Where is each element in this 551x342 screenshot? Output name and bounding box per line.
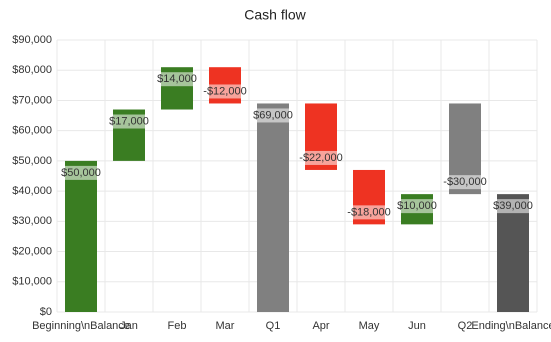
label-box bbox=[448, 175, 482, 190]
data-label: -$12,000 bbox=[203, 85, 246, 97]
x-tick-label: May bbox=[359, 320, 380, 332]
label-box bbox=[208, 84, 242, 99]
bar bbox=[497, 194, 529, 312]
label-box bbox=[64, 165, 98, 180]
y-tick-label: $20,000 bbox=[12, 245, 52, 257]
label-box bbox=[160, 72, 194, 87]
y-tick-label: $50,000 bbox=[12, 155, 52, 167]
x-tick-label: Jan bbox=[120, 320, 138, 332]
y-tick-label: $90,000 bbox=[12, 34, 52, 46]
y-tick-label: $80,000 bbox=[12, 64, 52, 76]
x-tick-label: Ending\nBalance bbox=[471, 320, 551, 332]
data-label: $39,000 bbox=[493, 200, 533, 212]
label-box bbox=[352, 205, 386, 220]
x-tick-label: Jun bbox=[408, 320, 426, 332]
label-box bbox=[304, 150, 338, 165]
y-tick-label: $70,000 bbox=[12, 94, 52, 106]
y-tick-label: $10,000 bbox=[12, 276, 52, 288]
y-tick-label: $30,000 bbox=[12, 215, 52, 227]
y-tick-label: $40,000 bbox=[12, 185, 52, 197]
label-box bbox=[112, 114, 146, 129]
label-box bbox=[400, 199, 434, 214]
x-tick-label: Feb bbox=[168, 320, 187, 332]
data-label: -$22,000 bbox=[299, 152, 342, 164]
y-tick-label: $60,000 bbox=[12, 125, 52, 137]
x-tick-label: Beginning\nBalance bbox=[32, 320, 130, 332]
x-tick-label: Q1 bbox=[266, 320, 281, 332]
y-tick-label: $0 bbox=[40, 306, 52, 318]
bar bbox=[257, 103, 289, 312]
label-box bbox=[256, 108, 290, 123]
data-label: -$18,000 bbox=[347, 206, 390, 218]
x-tick-label: Apr bbox=[312, 320, 329, 332]
data-label: $69,000 bbox=[253, 109, 293, 121]
label-box bbox=[496, 199, 530, 214]
data-label: $17,000 bbox=[109, 115, 149, 127]
data-label: $14,000 bbox=[157, 73, 197, 85]
x-tick-label: Q2 bbox=[458, 320, 473, 332]
bar bbox=[65, 160, 97, 312]
x-tick-label: Mar bbox=[216, 320, 235, 332]
data-label: -$30,000 bbox=[443, 176, 486, 188]
data-label: $50,000 bbox=[61, 167, 101, 179]
data-label: $10,000 bbox=[397, 200, 437, 212]
chart-title: Cash flow bbox=[244, 7, 306, 23]
